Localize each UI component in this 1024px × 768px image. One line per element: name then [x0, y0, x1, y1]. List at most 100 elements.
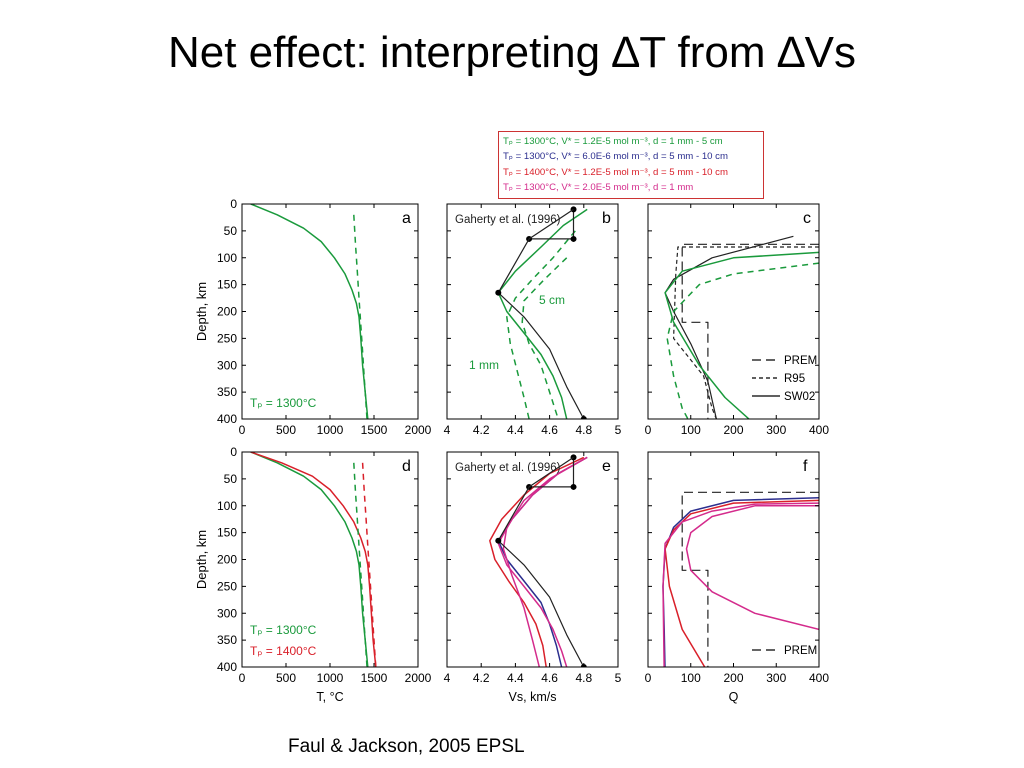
- y-tick-label: 100: [217, 251, 237, 265]
- x-tick-label: 4.6: [541, 671, 558, 685]
- y-tick-label: 0: [230, 197, 237, 211]
- series-line-d-2: [250, 452, 377, 667]
- data-point-marker: [495, 537, 502, 544]
- citation: Faul & Jackson, 2005 EPSL: [288, 736, 525, 757]
- data-point-marker: [495, 289, 502, 296]
- series-line-a-1: [250, 204, 369, 419]
- series-line-d-3: [353, 462, 368, 667]
- x-tick-label: 4.4: [507, 671, 524, 685]
- series-group: [664, 235, 819, 419]
- x-tick-label: 400: [809, 671, 829, 685]
- series-line-c-4: [664, 251, 819, 419]
- plot-frame: [647, 451, 820, 668]
- y-tick-label: 300: [217, 358, 237, 372]
- series-line-a-2: [353, 214, 368, 419]
- slide-title: Net effect: interpreting ∆T from ∆Vs: [167, 28, 857, 77]
- x-tick-label: 4.4: [507, 423, 524, 437]
- series-line-b-2: [506, 230, 576, 419]
- x-tick-label: 4: [444, 423, 451, 437]
- series-line-c-1: [681, 243, 819, 419]
- y-axis-label: Depth, km: [194, 530, 209, 589]
- annotation-text: Tₚ = 1300°C: [250, 396, 317, 410]
- series-line-e-4: [502, 456, 588, 667]
- x-tick-label: 300: [766, 423, 786, 437]
- annotation-text: 1 mm: [469, 358, 499, 372]
- legend-entry-2: Tₚ = 1300°C, V* = 6.0E-6 mol m⁻³, d = 5 …: [503, 151, 728, 163]
- legend-box: Tₚ = 1300°C, V* = 1.2E-5 mol m⁻³, d = 1 …: [498, 131, 764, 199]
- x-tick-label: 1500: [361, 423, 388, 437]
- series-line-c-5: [666, 262, 819, 419]
- y-tick-label: 250: [217, 579, 237, 593]
- annotation-text: Tₚ = 1300°C: [250, 623, 317, 637]
- series-line-d-1: [250, 452, 369, 667]
- x-tick-label: 500: [276, 423, 296, 437]
- x-tick-label: 200: [723, 671, 743, 685]
- x-tick-label: 4.8: [575, 423, 592, 437]
- y-tick-label: 150: [217, 526, 237, 540]
- series-line-b-3: [521, 257, 568, 419]
- series-line-f-1: [681, 491, 819, 667]
- x-tick-label: 1000: [317, 671, 344, 685]
- x-tick-label: 0: [239, 671, 246, 685]
- panel-c: 0 100 200 300 400 c PREM R95 SW02: [645, 203, 829, 437]
- data-point-marker: [570, 235, 577, 242]
- y-axis-label: Depth, km: [194, 282, 209, 341]
- x-tick-label: 200: [723, 423, 743, 437]
- series-group: [495, 206, 588, 419]
- y-tick-label: 100: [217, 499, 237, 513]
- panel-letter: e: [602, 458, 611, 475]
- legend-label: R95: [784, 373, 805, 385]
- y-tick-label: 350: [217, 385, 237, 399]
- panel-letter: f: [803, 458, 808, 475]
- x-tick-label: 2000: [405, 671, 432, 685]
- y-tick-label: 50: [224, 224, 238, 238]
- x-axis-label: Vs, km/s: [509, 690, 557, 704]
- x-axis-label: Q: [729, 690, 739, 704]
- x-tick-label: 4.8: [575, 671, 592, 685]
- series-line-c-3: [664, 235, 794, 419]
- x-tick-label: 0: [239, 423, 246, 437]
- legend-label: PREM: [784, 355, 817, 367]
- y-tick-label: 200: [217, 553, 237, 567]
- x-tick-label: 2000: [405, 423, 432, 437]
- x-tick-label: 5: [615, 671, 622, 685]
- x-tick-label: 500: [276, 671, 296, 685]
- annotation-text: Tₚ = 1400°C: [250, 644, 317, 658]
- panel-letter: a: [402, 210, 411, 227]
- y-tick-label: 400: [217, 412, 237, 426]
- series-line-b-5: [497, 208, 585, 419]
- panel-letter: d: [402, 458, 411, 475]
- series-group: [662, 491, 819, 667]
- series-line-f-3: [664, 499, 819, 667]
- legend-entry-1: Tₚ = 1300°C, V* = 1.2E-5 mol m⁻³, d = 1 …: [503, 136, 723, 147]
- annotation-text: 5 cm: [539, 293, 565, 307]
- series-line-e-6: [497, 456, 585, 667]
- panel-letter: b: [602, 210, 611, 227]
- x-tick-label: 4.2: [473, 423, 490, 437]
- x-tick-label: 4: [444, 671, 451, 685]
- y-tick-label: 150: [217, 278, 237, 292]
- annotation-text: Gaherty et al. (1996): [455, 462, 561, 474]
- series-line-b-1: [497, 208, 588, 419]
- series-group: [250, 452, 377, 667]
- x-tick-label: 0: [645, 423, 652, 437]
- x-tick-label: 300: [766, 671, 786, 685]
- y-tick-label: 300: [217, 606, 237, 620]
- panel-b: 4 4.2 4.4 4.6 4.8 5 b Gaherty et al. (1996) 5 cm…: [444, 203, 622, 437]
- x-tick-label: 4.6: [541, 423, 558, 437]
- panel-f: 0 100 200 300 400 Qf PREM: [645, 451, 829, 704]
- y-tick-label: 400: [217, 660, 237, 674]
- x-tick-label: 0: [645, 671, 652, 685]
- series-line-e-2: [497, 456, 588, 667]
- legend-entry-3: Tₚ = 1400°C, V* = 1.2E-5 mol m⁻³, d = 5 …: [503, 166, 728, 178]
- series-line-c-2: [672, 246, 819, 419]
- series-line-f-4: [685, 505, 819, 631]
- x-tick-label: 5: [615, 423, 622, 437]
- panel-letter: c: [803, 210, 811, 227]
- y-tick-label: 50: [224, 472, 238, 486]
- x-tick-label: 100: [681, 671, 701, 685]
- y-tick-label: 0: [230, 445, 237, 459]
- x-tick-label: 1500: [361, 671, 388, 685]
- panel-a: 0 500 1000 1500 2000 0 50 100 150 200 250 300 350 400…: [194, 197, 432, 437]
